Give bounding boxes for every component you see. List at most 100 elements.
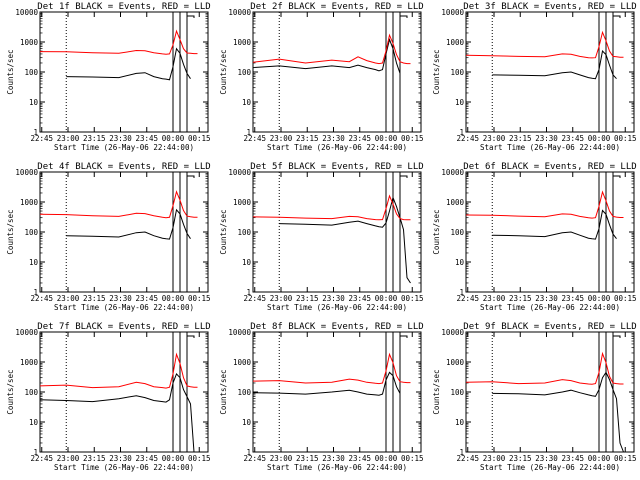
x-axis-label: Start Time (26-May-06 22:44:00) <box>480 463 620 472</box>
x-tick-label: 00:00 <box>162 454 185 463</box>
panel-det-1: Det 1f BLACK = Events, RED = LLD 1 10 100 10… <box>6 2 211 152</box>
x-tick-label: 23:00 <box>270 134 293 143</box>
x-tick-label: 23:45 <box>348 294 371 303</box>
y-tick-label: 10 <box>242 98 252 107</box>
y-axis-label: Counts/sec <box>6 49 15 94</box>
panel-det-9: Det 9f BLACK = Events, RED = LLD 1 10 100 10… <box>432 322 637 472</box>
panel-det-7: Det 7f BLACK = Events, RED = LLD 1 10 100 10… <box>6 322 211 472</box>
x-tick-label: 23:15 <box>509 454 532 463</box>
x-axis-label: Start Time (26-May-06 22:44:00) <box>480 143 620 152</box>
plot-frame <box>39 11 209 133</box>
y-tick-label: 1 <box>459 448 464 457</box>
x-tick-label: 22:45 <box>456 134 479 143</box>
x-tick-label: 23:15 <box>83 294 106 303</box>
y-tick-label: 10 <box>29 258 39 267</box>
y-tick-label: 10000 <box>15 168 38 177</box>
y-tick-label: 1 <box>33 448 38 457</box>
interval-bracket <box>613 175 621 178</box>
y-axis-label: Counts/sec <box>432 209 441 254</box>
x-tick-label: 23:15 <box>509 294 532 303</box>
plot-frame <box>465 11 635 133</box>
x-tick-label: 23:00 <box>270 454 293 463</box>
x-tick-label: 22:45 <box>456 454 479 463</box>
y-tick-label: 10000 <box>228 8 251 17</box>
y-tick-label: 1 <box>246 288 251 297</box>
x-tick-label: 22:45 <box>243 454 266 463</box>
x-tick-label: 23:30 <box>109 294 132 303</box>
y-axis-label: Counts/sec <box>6 209 15 254</box>
panel-title: Det 6f BLACK = Events, RED = LLD <box>463 162 636 172</box>
panel-det-3: Det 3f BLACK = Events, RED = LLD 1 10 100 10… <box>432 2 637 152</box>
series-line-events <box>66 208 191 240</box>
x-axis-label: Start Time (26-May-06 22:44:00) <box>267 143 407 152</box>
y-tick-label: 100 <box>450 68 464 77</box>
x-tick-label: 23:00 <box>483 134 506 143</box>
x-axis-label: Start Time (26-May-06 22:44:00) <box>54 143 194 152</box>
series-line-events <box>252 371 401 396</box>
x-tick-label: 23:15 <box>296 454 319 463</box>
x-tick-label: 23:45 <box>135 454 158 463</box>
x-axis-label: Start Time (26-May-06 22:44:00) <box>267 463 407 472</box>
y-tick-label: 10000 <box>441 328 464 337</box>
series-line-lld <box>39 29 198 55</box>
series-line-events <box>39 372 198 453</box>
y-tick-label: 10000 <box>228 168 251 177</box>
x-tick-label: 23:30 <box>535 134 558 143</box>
x-tick-label: 23:45 <box>135 294 158 303</box>
x-tick-label: 23:15 <box>83 454 106 463</box>
x-tick-label: 00:15 <box>614 294 637 303</box>
panel-det-6: Det 6f BLACK = Events, RED = LLD 1 10 100 10… <box>432 162 637 312</box>
y-tick-label: 100 <box>24 68 38 77</box>
x-tick-label: 00:15 <box>614 454 637 463</box>
y-tick-label: 1000 <box>20 198 39 207</box>
x-tick-label: 23:30 <box>322 294 345 303</box>
y-tick-label: 1 <box>459 288 464 297</box>
y-tick-label: 1000 <box>20 358 39 367</box>
x-axis-label: Start Time (26-May-06 22:44:00) <box>267 303 407 312</box>
y-axis-label: Counts/sec <box>432 49 441 94</box>
panel-det-4: Det 4f BLACK = Events, RED = LLD 1 10 100 10… <box>6 162 211 312</box>
y-tick-label: 1000 <box>446 198 465 207</box>
y-tick-label: 100 <box>237 388 251 397</box>
x-tick-label: 00:00 <box>375 454 398 463</box>
x-tick-label: 23:30 <box>535 294 558 303</box>
x-tick-label: 23:45 <box>348 454 371 463</box>
plot-frame <box>39 331 209 453</box>
y-tick-label: 1 <box>33 128 38 137</box>
series-line-lld <box>465 351 624 385</box>
y-tick-label: 10000 <box>15 8 38 17</box>
series-line-events <box>492 49 617 80</box>
panel-title: Det 7f BLACK = Events, RED = LLD <box>37 322 210 332</box>
x-axis-label: Start Time (26-May-06 22:44:00) <box>54 303 194 312</box>
panel-title: Det 9f BLACK = Events, RED = LLD <box>463 322 636 332</box>
plot-frame <box>465 331 635 453</box>
panel-title: Det 5f BLACK = Events, RED = LLD <box>250 162 423 172</box>
y-tick-label: 10 <box>455 418 465 427</box>
x-tick-label: 23:15 <box>296 294 319 303</box>
interval-bracket <box>187 335 195 338</box>
y-tick-label: 100 <box>237 228 251 237</box>
y-tick-label: 100 <box>450 228 464 237</box>
series-line-lld <box>39 352 198 389</box>
x-tick-label: 23:30 <box>109 454 132 463</box>
x-tick-label: 23:30 <box>322 134 345 143</box>
y-tick-label: 1000 <box>20 38 39 47</box>
series-line-events <box>66 47 191 81</box>
x-tick-label: 23:00 <box>57 134 80 143</box>
y-tick-label: 10000 <box>441 8 464 17</box>
y-tick-label: 1000 <box>446 358 465 367</box>
series-line-lld <box>252 33 411 65</box>
x-tick-label: 22:45 <box>243 134 266 143</box>
x-tick-label: 23:45 <box>135 134 158 143</box>
x-tick-label: 00:00 <box>588 454 611 463</box>
panel-title: Det 2f BLACK = Events, RED = LLD <box>250 2 423 12</box>
series-line-events <box>252 37 401 74</box>
x-tick-label: 23:00 <box>270 294 293 303</box>
x-tick-label: 23:00 <box>57 454 80 463</box>
x-tick-label: 00:15 <box>188 134 211 143</box>
x-tick-label: 22:45 <box>456 294 479 303</box>
y-axis-label: Counts/sec <box>219 369 228 414</box>
series-line-lld <box>465 30 624 59</box>
x-tick-label: 23:30 <box>109 134 132 143</box>
y-tick-label: 100 <box>24 228 38 237</box>
